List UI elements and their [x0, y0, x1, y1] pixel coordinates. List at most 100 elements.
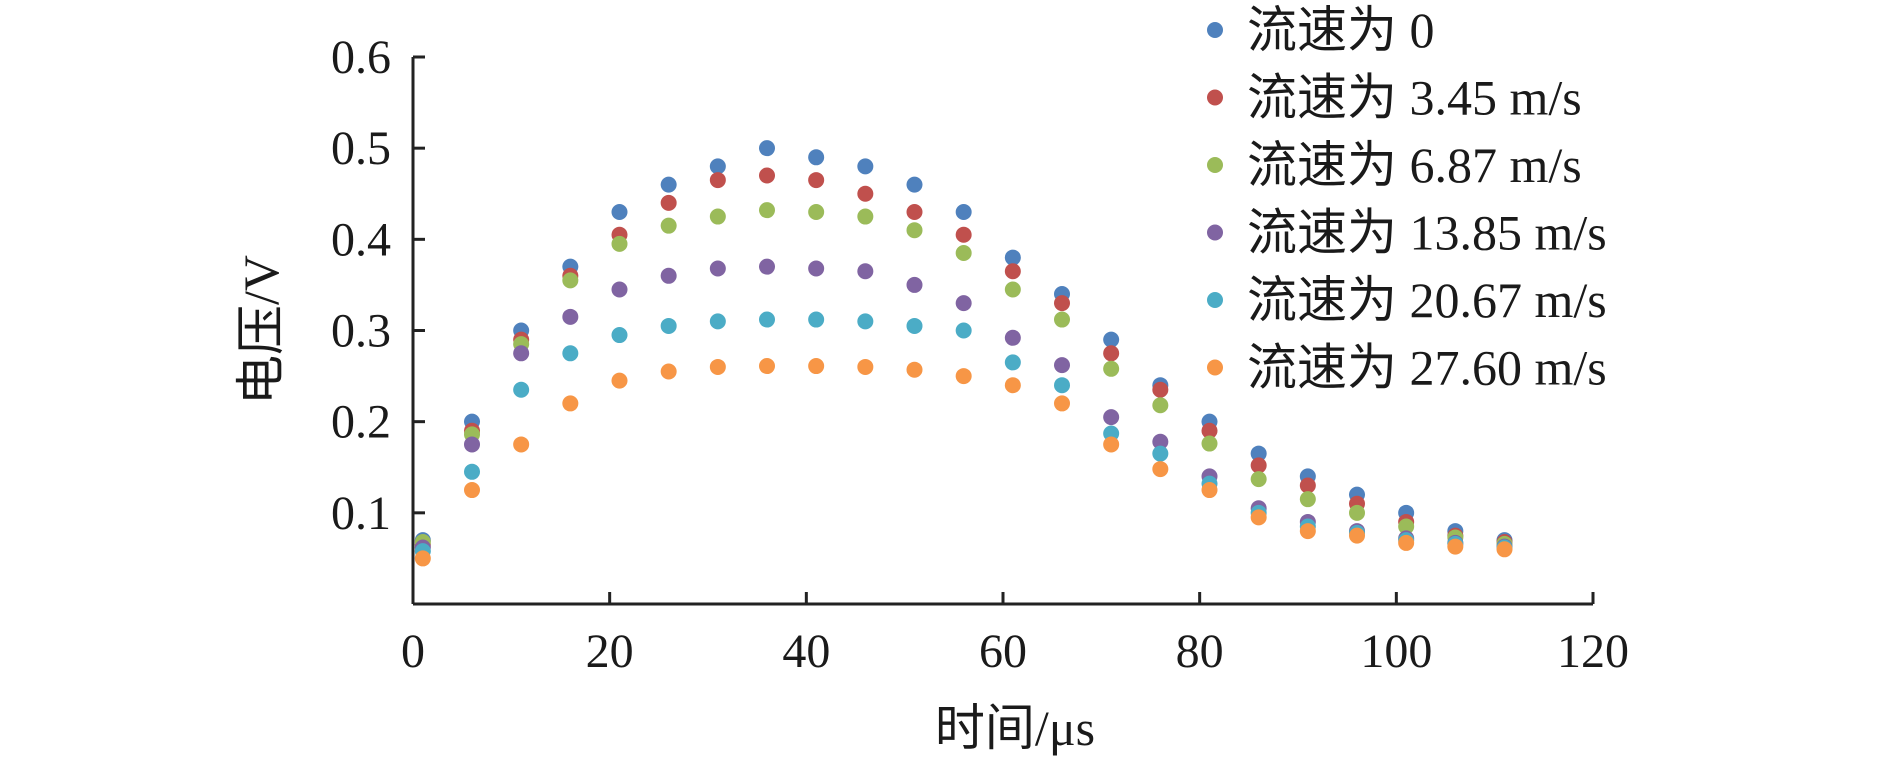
data-point — [808, 172, 825, 189]
data-point — [1152, 445, 1169, 462]
data-point — [759, 202, 775, 219]
legend-marker — [1207, 292, 1223, 308]
data-point — [1054, 377, 1070, 394]
data-points — [414, 140, 1513, 567]
y-tick-label: 0.5 — [331, 122, 391, 175]
legend-marker — [1207, 359, 1223, 376]
data-point — [562, 395, 579, 412]
data-point — [660, 217, 677, 234]
legend-label: 流速为 27.60 m/s — [1247, 340, 1607, 396]
data-point — [1103, 425, 1120, 442]
data-point — [513, 436, 530, 453]
series-6 — [414, 358, 1513, 567]
data-point — [611, 327, 628, 344]
data-point — [1250, 457, 1267, 474]
legend-item: 流速为 20.67 m/s — [1207, 272, 1607, 328]
data-point — [808, 358, 825, 375]
legend-marker — [1207, 89, 1223, 106]
data-point — [709, 158, 726, 175]
data-point — [611, 235, 628, 252]
data-point — [906, 276, 923, 293]
data-point — [955, 226, 972, 243]
data-point — [1152, 461, 1169, 478]
legend-label: 流速为 6.87 m/s — [1247, 137, 1582, 193]
data-point — [759, 311, 775, 328]
legend-marker — [1207, 224, 1223, 241]
data-point — [955, 368, 972, 385]
data-point — [906, 361, 923, 378]
data-point — [1103, 409, 1120, 426]
x-tick-label: 60 — [979, 625, 1027, 678]
legend-marker — [1207, 22, 1223, 38]
data-point — [906, 176, 923, 193]
x-tick-label: 120 — [1557, 625, 1629, 678]
legend-label: 流速为 13.85 m/s — [1247, 205, 1607, 261]
data-point — [1398, 534, 1415, 551]
data-point — [1398, 518, 1415, 535]
data-point — [906, 317, 923, 334]
data-point — [709, 172, 726, 189]
data-point — [808, 260, 825, 277]
data-point — [857, 158, 874, 175]
data-point — [660, 176, 677, 193]
data-point — [1299, 477, 1316, 494]
data-point — [1299, 491, 1316, 508]
y-tick-label: 0.3 — [331, 305, 391, 358]
data-point — [464, 436, 480, 453]
legend-item: 流速为 0 — [1207, 2, 1435, 58]
data-point — [1103, 360, 1120, 377]
data-point — [513, 345, 530, 362]
x-tick-label: 80 — [1176, 625, 1224, 678]
legend-item: 流速为 3.45 m/s — [1207, 70, 1582, 126]
data-point — [414, 550, 431, 567]
data-point — [1004, 263, 1021, 280]
data-point — [857, 358, 874, 375]
data-point — [1004, 377, 1021, 394]
data-point — [1152, 433, 1169, 450]
data-point — [1201, 482, 1218, 499]
data-point — [660, 363, 677, 380]
data-point — [660, 267, 677, 284]
data-point — [464, 463, 480, 480]
data-point — [808, 311, 825, 328]
data-point — [759, 167, 775, 184]
data-point — [1004, 281, 1021, 298]
legend-label: 流速为 3.45 m/s — [1247, 70, 1582, 126]
data-point — [857, 208, 874, 225]
data-point — [1201, 435, 1218, 452]
data-point — [955, 245, 972, 262]
data-point — [513, 381, 530, 398]
data-point — [1496, 541, 1513, 558]
legend-label: 流速为 20.67 m/s — [1247, 272, 1607, 328]
data-point — [1004, 249, 1021, 266]
data-point — [660, 194, 677, 211]
data-point — [1349, 527, 1365, 544]
data-point — [1250, 509, 1267, 526]
data-point — [759, 258, 775, 275]
x-tick-label: 100 — [1360, 625, 1432, 678]
data-point — [709, 260, 726, 277]
data-point — [1054, 357, 1070, 374]
data-point — [759, 358, 775, 375]
y-axis-title: 电压/V — [233, 255, 289, 405]
data-point — [906, 222, 923, 239]
data-point — [1250, 471, 1267, 488]
data-point — [906, 203, 923, 220]
data-point — [955, 203, 972, 220]
data-point — [1004, 329, 1021, 346]
data-point — [611, 281, 628, 298]
x-tick-label: 20 — [586, 625, 634, 678]
data-point — [955, 295, 972, 312]
x-tick-label: 40 — [782, 625, 830, 678]
data-point — [1054, 295, 1070, 312]
data-point — [1349, 504, 1365, 521]
data-point — [562, 272, 579, 289]
data-point — [611, 372, 628, 389]
legend-item: 流速为 27.60 m/s — [1207, 340, 1607, 396]
axes: 0 20 40 60 80 100 120 0.1 0.2 0.3 0.4 0.5 0.6 — [331, 31, 1629, 678]
legend-item: 流速为 13.85 m/s — [1207, 205, 1607, 261]
data-point — [857, 185, 874, 202]
y-tick-label: 0.1 — [331, 487, 391, 540]
